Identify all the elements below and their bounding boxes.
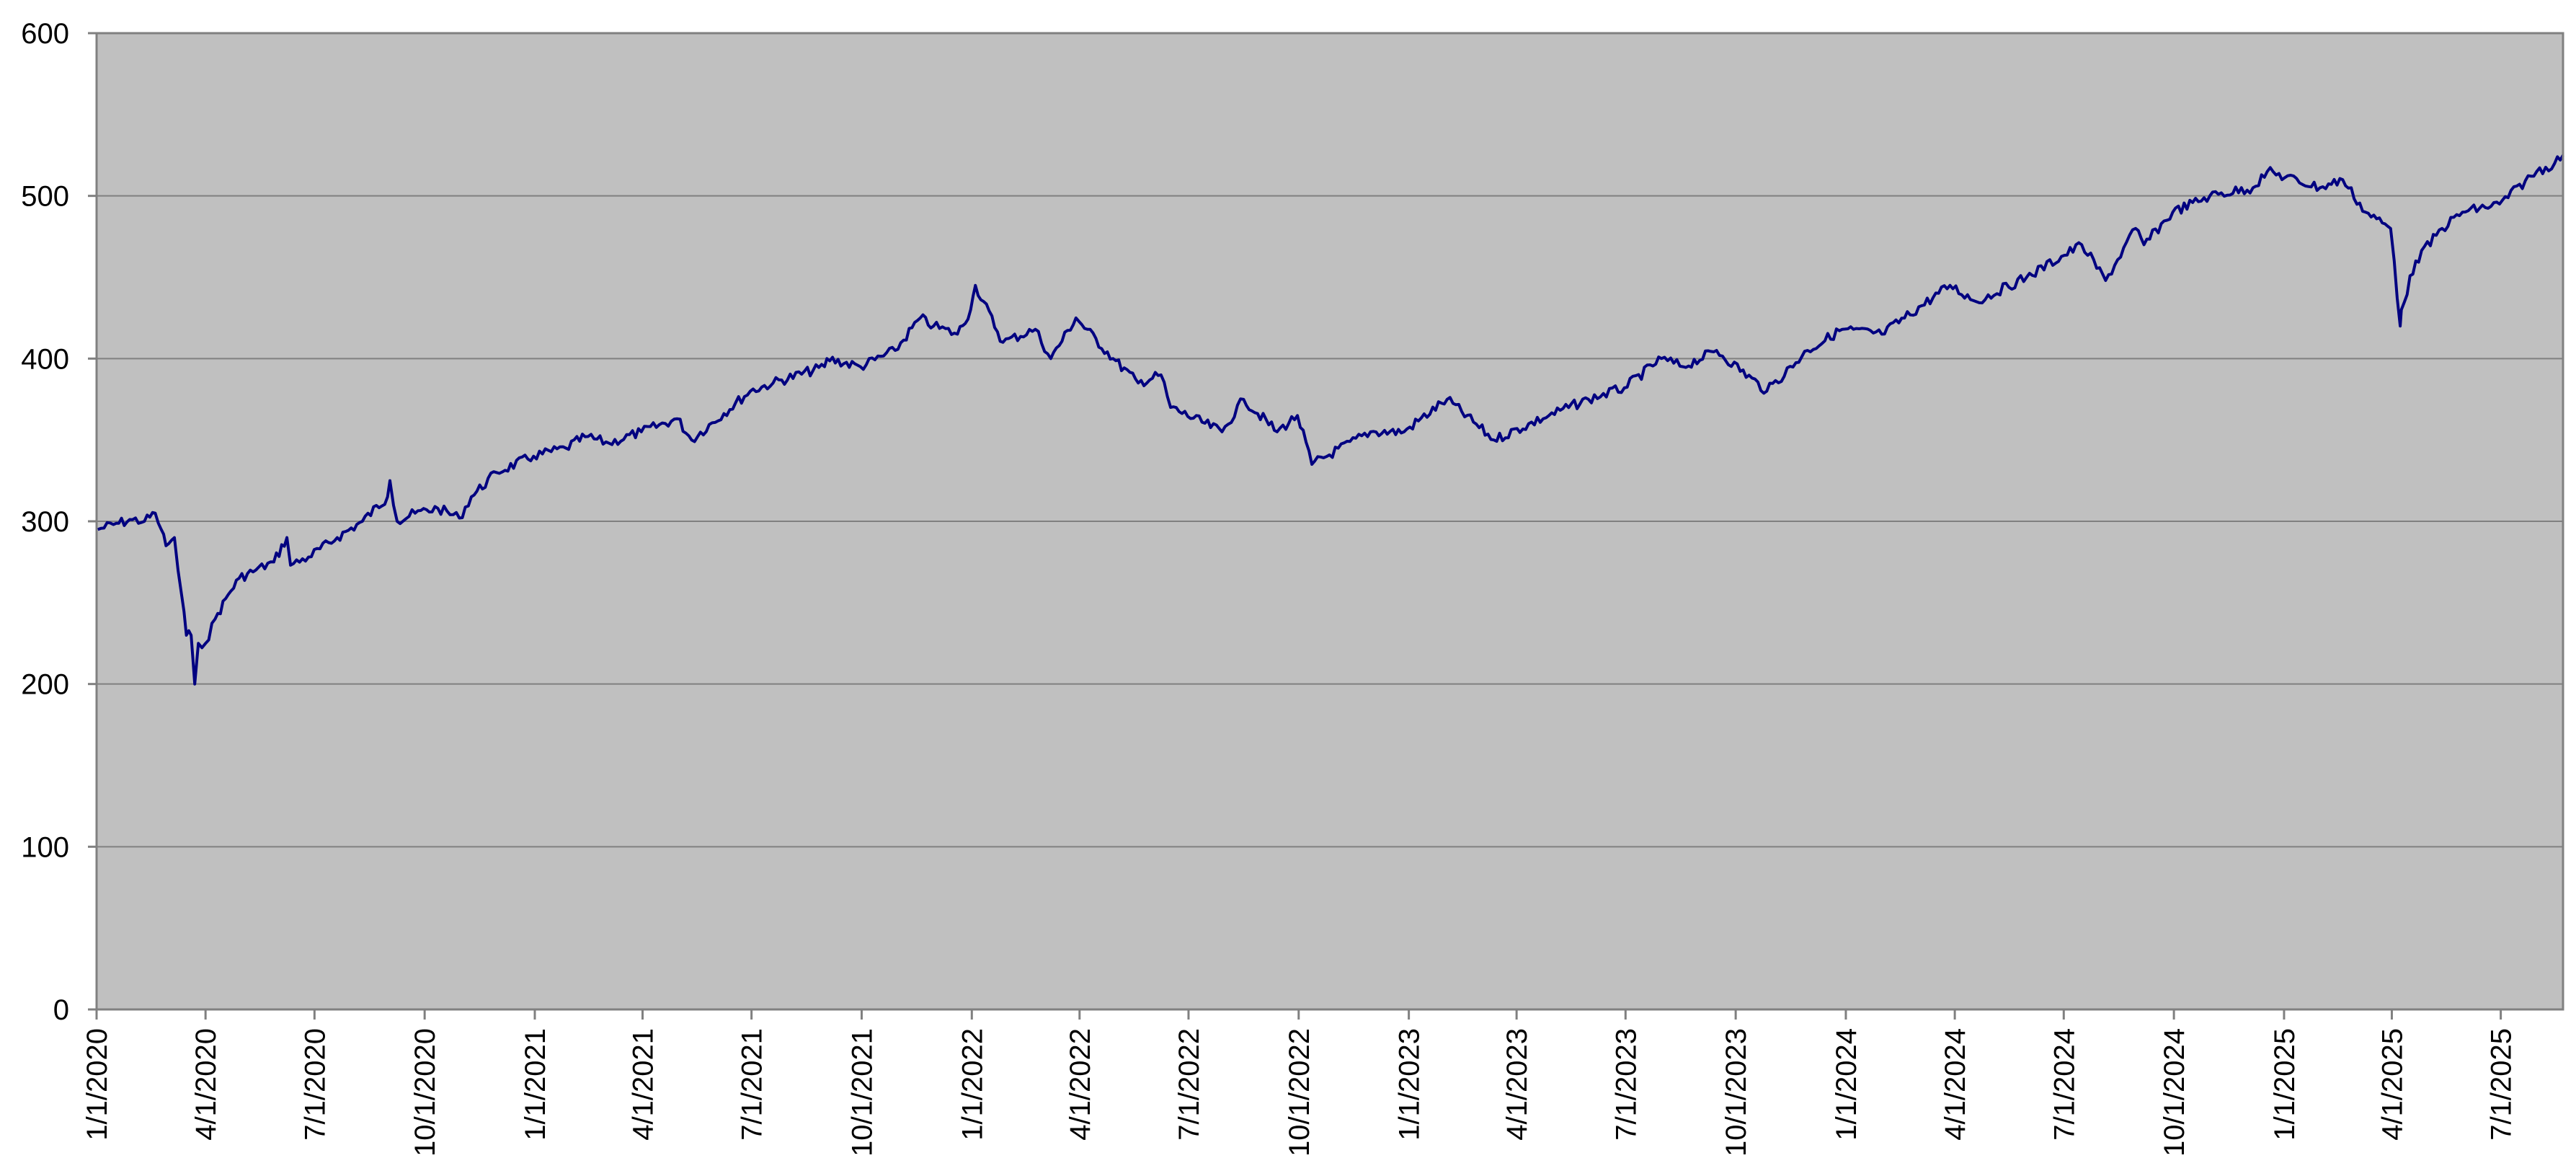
x-tick-label: 1/1/2023 [1394, 1028, 1426, 1141]
x-tick-label: 7/1/2022 [1173, 1028, 1205, 1141]
x-tick-label: 4/1/2020 [190, 1028, 222, 1141]
x-tick-label: 4/1/2021 [627, 1028, 659, 1141]
x-tick-label: 4/1/2022 [1065, 1028, 1096, 1141]
x-tick-label: 4/1/2023 [1501, 1028, 1533, 1141]
y-axis-tick-labels: 0 100 200 300 400 500 600 [21, 18, 97, 1026]
y-tick-label: 0 [53, 994, 69, 1026]
x-tick-label: 10/1/2020 [409, 1028, 441, 1157]
x-axis-tick-labels: 1/1/2020 4/1/2020 7/1/2020 10/1/2020 1/1/202… [81, 1009, 2518, 1157]
x-tick-label: 1/1/2020 [81, 1028, 113, 1141]
x-tick-label: 1/1/2022 [956, 1028, 988, 1141]
y-tick-label: 500 [21, 181, 69, 213]
x-tick-label: 10/1/2023 [1720, 1028, 1752, 1157]
x-tick-label: 10/1/2024 [2159, 1028, 2190, 1157]
y-tick-label: 600 [21, 18, 69, 50]
x-tick-label: 10/1/2021 [846, 1028, 878, 1157]
horizontal-gridlines [97, 195, 2563, 848]
x-tick-label: 7/1/2024 [2048, 1028, 2080, 1141]
plot-area-border [95, 32, 2564, 1011]
series-line [97, 154, 2564, 686]
y-tick-label: 100 [21, 831, 69, 863]
x-tick-label: 7/1/2023 [1610, 1028, 1642, 1141]
y-tick-label: 200 [21, 669, 69, 701]
x-tick-label: 10/1/2022 [1284, 1028, 1315, 1157]
x-tick-label: 1/1/2021 [520, 1028, 551, 1141]
x-tick-label: 1/1/2024 [1831, 1028, 1862, 1141]
x-tick-label: 7/1/2025 [2486, 1028, 2518, 1141]
x-tick-label: 4/1/2025 [2376, 1028, 2408, 1141]
x-tick-label: 7/1/2021 [737, 1028, 768, 1141]
y-tick-label: 400 [21, 343, 69, 375]
x-tick-label: 4/1/2024 [1940, 1028, 1971, 1141]
x-tick-label: 7/1/2020 [299, 1028, 331, 1141]
x-tick-label: 1/1/2025 [2269, 1028, 2301, 1141]
y-tick-label: 300 [21, 506, 69, 538]
